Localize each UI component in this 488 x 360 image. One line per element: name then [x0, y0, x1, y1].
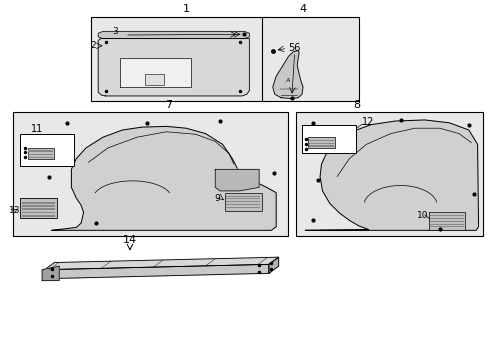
Bar [28, 154, 53, 155]
Bar [302, 125, 355, 153]
Polygon shape [44, 257, 278, 270]
Bar [226, 207, 260, 208]
Polygon shape [98, 39, 249, 96]
Text: 4: 4 [299, 4, 306, 14]
Bar [308, 140, 333, 141]
Bar [307, 137, 334, 148]
Text: 10: 10 [416, 211, 428, 220]
Bar [226, 198, 260, 199]
Bar [308, 143, 333, 144]
Bar [21, 202, 55, 204]
Bar [20, 134, 74, 166]
Text: 13: 13 [9, 206, 20, 215]
Polygon shape [272, 50, 303, 98]
Text: 7: 7 [165, 100, 172, 110]
Bar [224, 193, 261, 211]
Text: 3: 3 [112, 27, 118, 36]
Bar [21, 215, 55, 217]
Text: 2: 2 [90, 41, 96, 50]
Bar [428, 212, 465, 230]
Bar [261, 17, 358, 101]
Bar [21, 212, 55, 213]
Bar [21, 208, 55, 210]
Bar [226, 195, 260, 197]
Bar [27, 148, 54, 159]
Polygon shape [98, 31, 249, 39]
Polygon shape [52, 126, 276, 230]
Bar [308, 145, 333, 147]
Bar [91, 17, 266, 101]
Bar [429, 226, 463, 228]
Bar [28, 157, 53, 158]
Text: 8: 8 [352, 100, 360, 110]
Bar [144, 75, 163, 85]
Bar [429, 221, 463, 222]
Polygon shape [215, 170, 259, 191]
Bar [21, 205, 55, 207]
Text: 11: 11 [31, 124, 43, 134]
Text: 9: 9 [214, 194, 220, 203]
Polygon shape [120, 58, 190, 87]
Bar [28, 150, 53, 152]
Bar [20, 198, 57, 218]
Polygon shape [305, 120, 478, 230]
Bar [429, 218, 463, 219]
Bar [295, 112, 483, 236]
Polygon shape [42, 266, 59, 280]
Bar [429, 224, 463, 225]
Bar [429, 215, 463, 216]
Text: 14: 14 [122, 235, 137, 245]
Bar [13, 112, 288, 236]
Text: 1: 1 [182, 4, 189, 14]
Text: 56: 56 [288, 43, 300, 53]
Bar [226, 204, 260, 205]
Polygon shape [44, 264, 268, 279]
Text: A: A [285, 78, 288, 82]
Polygon shape [268, 257, 278, 273]
Text: 12: 12 [361, 117, 373, 127]
Bar [226, 201, 260, 202]
